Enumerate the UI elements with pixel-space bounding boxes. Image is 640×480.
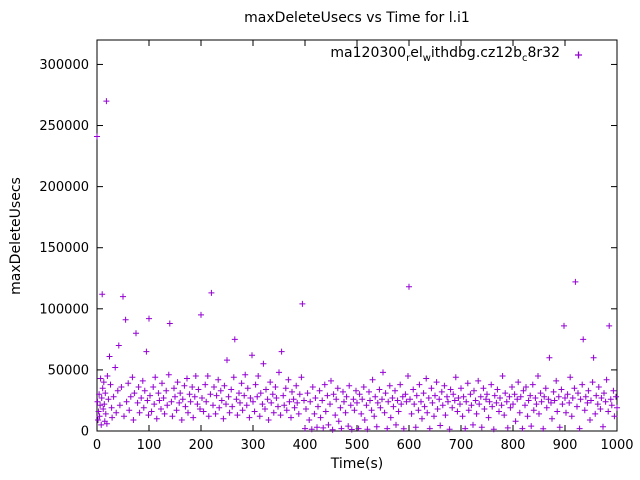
plot-border [96,39,618,432]
svg-text:300000: 300000 [39,58,89,73]
svg-text:700: 700 [449,438,474,453]
svg-text:200000: 200000 [39,180,89,195]
legend-text-segment: w [422,53,431,64]
svg-text:600: 600 [397,438,422,453]
svg-text:500: 500 [345,438,370,453]
svg-text:1000: 1000 [600,438,633,453]
svg-text:200: 200 [189,438,214,453]
legend: ma120300relwithdbg.cz12bc8r32 [330,45,588,64]
legend-text-segment: r [406,53,411,64]
x-axis-label: Time(s) [330,456,384,472]
tick-labels: 0 100 200 300 400 500 600 700 800 900 1000 0 50000 10… [39,58,633,453]
svg-text:900: 900 [553,438,578,453]
legend-text-segment: ma120300 [330,45,407,61]
svg-text:250000: 250000 [39,119,89,134]
legend-text-segment: 8r32 [527,45,560,61]
data-points [94,98,620,433]
svg-text:50000: 50000 [48,363,89,378]
svg-text:0: 0 [93,438,101,453]
svg-text:100000: 100000 [39,302,89,317]
legend-text-segment: c [522,53,528,64]
legend-text-segment: ithdbg.cz12b [430,45,523,61]
legend-marker-plus-icon [575,51,582,58]
svg-text:300: 300 [241,438,266,453]
legend-label: ma120300relwithdbg.cz12bc8r32 [330,45,560,64]
axis-ticks [96,40,618,432]
svg-text:800: 800 [501,438,526,453]
svg-text:0: 0 [81,425,89,440]
chart-title: maxDeleteUsecs vs Time for l.i1 [244,10,470,26]
legend-text-segment: el [410,45,423,61]
svg-text:400: 400 [293,438,318,453]
svg-text:150000: 150000 [39,241,89,256]
svg-text:100: 100 [137,438,162,453]
